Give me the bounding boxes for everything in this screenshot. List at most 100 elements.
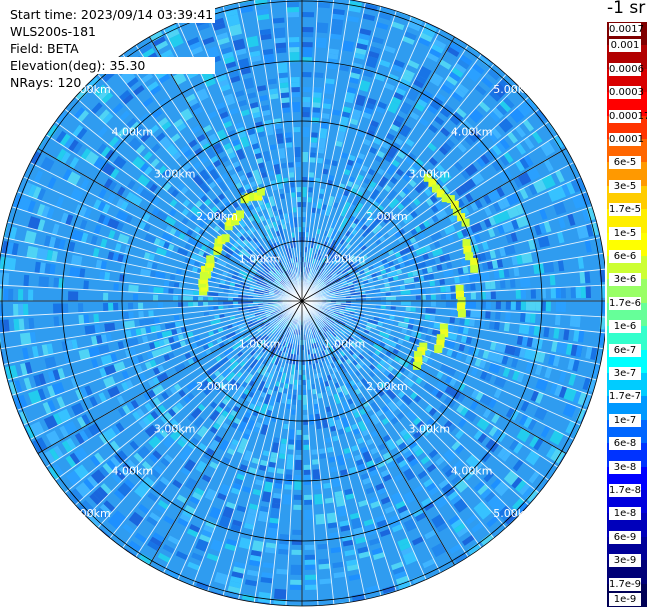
field-cell xyxy=(461,228,469,237)
field-cell xyxy=(103,303,109,312)
field-cell xyxy=(249,50,261,58)
field-cell xyxy=(134,532,148,544)
range-ring-label: 2.00km xyxy=(196,210,238,223)
field-cell xyxy=(397,537,410,547)
ray-gap xyxy=(301,300,507,529)
field-cell xyxy=(581,192,591,206)
field-cell xyxy=(331,332,337,338)
field-cell xyxy=(169,274,176,281)
elevation-text: Elevation(deg): 35.30 xyxy=(10,57,216,74)
field-cell xyxy=(522,486,535,499)
field-cell xyxy=(221,116,231,124)
field-cell xyxy=(386,189,398,201)
range-ring-label: 4.00km xyxy=(451,125,493,138)
field-cell xyxy=(332,435,340,442)
field-cell xyxy=(203,311,210,317)
field-cell xyxy=(92,199,102,210)
field-cell xyxy=(584,239,592,253)
field-cell xyxy=(440,293,446,300)
colorbar-tick-label: 6e-9 xyxy=(609,530,641,544)
field-cell xyxy=(460,406,469,417)
field-cell xyxy=(168,33,184,48)
colorbar-tick-label: 3e-5 xyxy=(609,179,641,193)
field-cell xyxy=(520,400,530,412)
field-cell xyxy=(96,486,109,499)
field-cell xyxy=(139,43,153,55)
field-cell xyxy=(329,33,342,40)
field-cell xyxy=(336,365,342,371)
field-cell xyxy=(421,89,433,100)
field-cell xyxy=(519,504,529,515)
field-cell xyxy=(196,581,210,591)
field-cell xyxy=(69,156,80,169)
field-cell xyxy=(324,78,335,85)
field-cell xyxy=(378,264,385,271)
field-cell xyxy=(407,271,414,278)
field-cell xyxy=(305,584,318,590)
field-cell xyxy=(272,159,279,165)
field-cell xyxy=(370,447,379,455)
field-cell xyxy=(76,416,87,428)
field-cell xyxy=(28,289,34,301)
field-cell xyxy=(259,167,266,174)
field-cell xyxy=(296,187,301,193)
field-cell xyxy=(503,470,519,486)
field-cell xyxy=(320,268,325,274)
range-ring-label: 5.00km xyxy=(493,507,535,520)
field-cell xyxy=(521,252,533,264)
field-cell xyxy=(190,125,201,135)
radial-spoke xyxy=(301,148,567,302)
field-cell xyxy=(273,273,282,282)
field-cell xyxy=(280,162,287,169)
field-cell xyxy=(421,27,435,38)
field-cell xyxy=(406,409,418,422)
field-cell xyxy=(385,296,396,301)
aerosol-ring-cell xyxy=(236,210,244,219)
field-cell xyxy=(397,505,409,514)
field-cell xyxy=(291,409,297,415)
field-cell xyxy=(535,392,544,404)
field-cell xyxy=(285,347,290,354)
colorbar-tick-label: 0.0003 xyxy=(609,86,644,100)
field-cell xyxy=(479,252,487,261)
field-cell xyxy=(395,87,406,96)
field-cell xyxy=(256,85,267,92)
field-cell xyxy=(361,412,372,425)
field-cell xyxy=(507,131,518,144)
field-cell xyxy=(215,414,227,426)
aerosol-ring-cell xyxy=(214,243,223,251)
field-cell xyxy=(321,204,327,210)
field-cell xyxy=(334,320,341,325)
field-cell xyxy=(302,257,304,262)
field-cell xyxy=(295,364,299,370)
field-cell xyxy=(176,182,185,192)
field-cell xyxy=(270,348,278,358)
field-cell xyxy=(277,224,284,236)
field-cell xyxy=(283,388,289,394)
field-cell xyxy=(47,124,59,139)
field-cell xyxy=(302,389,307,395)
field-cell xyxy=(341,416,350,428)
field-cell xyxy=(339,116,349,128)
field-cell xyxy=(41,344,49,356)
field-cell xyxy=(335,140,343,147)
field-cell xyxy=(390,123,400,132)
field-cell xyxy=(260,577,273,584)
field-cell xyxy=(412,574,426,584)
field-cell xyxy=(505,311,511,321)
field-cell xyxy=(167,535,180,546)
field-cell xyxy=(177,223,189,234)
field-cell xyxy=(273,260,278,266)
field-cell xyxy=(415,74,427,85)
field-cell xyxy=(192,161,202,170)
field-cell xyxy=(362,477,372,485)
field-cell xyxy=(454,551,468,563)
field-cell xyxy=(150,325,157,333)
field-cell xyxy=(391,159,400,168)
field-cell xyxy=(252,147,261,155)
range-ring-label: 1.00km xyxy=(324,253,366,266)
field-cell xyxy=(150,469,161,479)
field-cell xyxy=(303,464,311,470)
field-cell xyxy=(187,561,201,571)
field-cell xyxy=(424,244,432,252)
